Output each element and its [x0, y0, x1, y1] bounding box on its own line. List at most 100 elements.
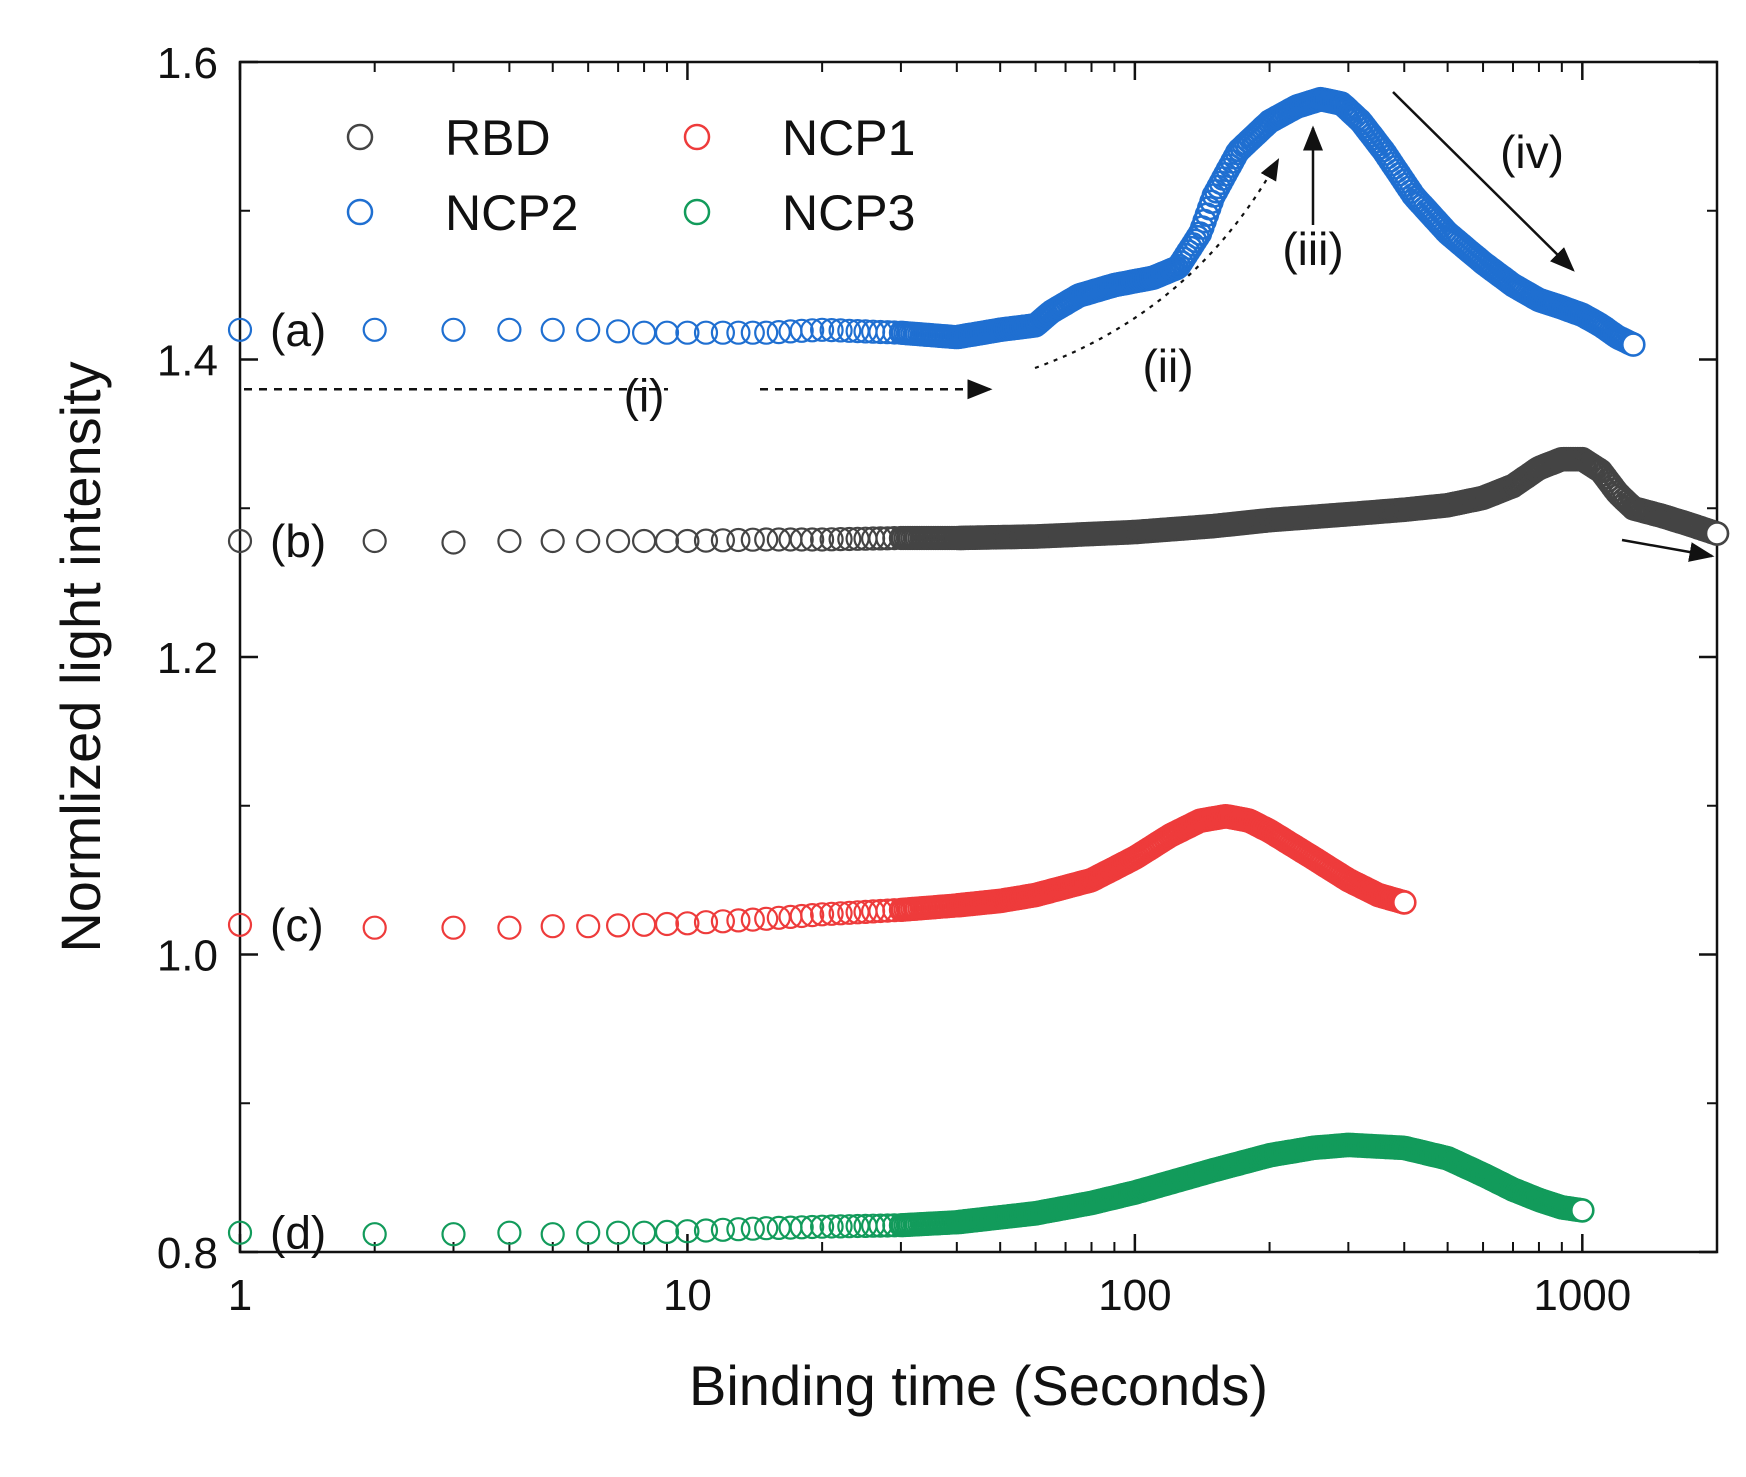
data-point [654, 320, 680, 345]
data-point [819, 318, 844, 343]
data-point [828, 901, 853, 926]
data-point [693, 528, 719, 553]
data-point [605, 1220, 631, 1245]
curve-label-d: (d) [270, 1207, 326, 1259]
data-point [227, 317, 253, 342]
data-point [675, 320, 700, 345]
data-point [710, 320, 736, 345]
data-point [497, 915, 522, 940]
series-ncp3 [227, 1132, 1595, 1247]
data-point [605, 319, 631, 344]
data-point [828, 1214, 853, 1239]
data-point [540, 528, 565, 554]
data-point [693, 1218, 719, 1243]
y-tick-label: 1.4 [157, 337, 218, 386]
data-point [576, 1220, 601, 1245]
y-axis-title: Normlized light intensity [49, 361, 112, 952]
data-point [740, 527, 765, 552]
data-point [693, 320, 719, 345]
data-point [710, 909, 736, 934]
data-point [754, 906, 779, 931]
data-point [819, 901, 844, 926]
y-tick-label: 0.8 [157, 1229, 218, 1278]
data-point [362, 1222, 387, 1247]
data-point [819, 1214, 844, 1239]
series-ncp2 [227, 86, 1646, 357]
x-tick-label: 1000 [1533, 1271, 1631, 1320]
data-point [789, 318, 814, 343]
data-point [1704, 521, 1730, 546]
data-point [809, 902, 835, 927]
data-point [809, 317, 835, 342]
data-point [497, 317, 522, 342]
data-point [540, 1222, 565, 1247]
x-tick-label: 100 [1098, 1271, 1171, 1320]
data-point [789, 903, 814, 929]
data-point [227, 912, 253, 937]
data-point [693, 910, 719, 935]
data-point [1621, 332, 1646, 357]
data-point [631, 320, 657, 345]
data-point [800, 1214, 825, 1240]
data-point [605, 913, 631, 938]
data-point [837, 900, 862, 925]
data-point [740, 1216, 765, 1241]
legend-label: RBD [445, 110, 551, 166]
legend-marker [346, 123, 374, 151]
x-tick-label: 10 [663, 1271, 712, 1320]
annotation-iv: (iv) [1500, 126, 1564, 178]
data-point [828, 526, 853, 552]
data-point [710, 1217, 736, 1242]
plot-layer: 0.8 1.0 1.2 1.4 1.6 1 10 100 1000 Binding time (S… [49, 39, 1730, 1417]
data-point [441, 317, 466, 342]
annotation-arrow-iv [1392, 91, 1575, 272]
data-point [754, 320, 779, 345]
data-point [441, 915, 466, 940]
data-point [576, 317, 601, 342]
data-point [362, 528, 387, 554]
data-point [726, 1217, 751, 1242]
data-point [497, 528, 522, 554]
curve-label-c: (c) [270, 899, 324, 951]
curve-label-a: (a) [270, 304, 326, 356]
data-point [1570, 1198, 1595, 1223]
data-point [837, 1214, 862, 1239]
data-point [809, 527, 835, 552]
data-point [540, 317, 565, 342]
data-point [362, 317, 387, 342]
legend-label: NCP3 [782, 185, 915, 241]
data-point [1183, 228, 1208, 254]
legend-label: NCP1 [782, 110, 915, 166]
x-tick-label: 1 [228, 1271, 252, 1320]
data-point [726, 320, 751, 345]
data-point [710, 528, 736, 553]
data-point [789, 527, 814, 552]
data-point [1392, 890, 1417, 915]
curve-label-b: (b) [270, 515, 326, 567]
legend-marker [346, 198, 374, 226]
data-point [654, 528, 680, 554]
data-point [654, 1219, 680, 1245]
data-point [726, 908, 751, 933]
data-point [800, 902, 825, 928]
annotation-arrow-rbd [1621, 538, 1715, 562]
data-point [837, 526, 862, 552]
data-point [726, 527, 751, 553]
data-point [576, 528, 601, 554]
series-rbd [227, 446, 1730, 555]
y-tick-label: 1.2 [157, 634, 218, 683]
data-point [819, 527, 844, 552]
data-point [441, 530, 466, 555]
legend-marker [683, 198, 711, 226]
data-point [227, 1220, 253, 1245]
data-point [654, 911, 680, 937]
data-point [576, 914, 601, 939]
data-point [740, 320, 765, 345]
annotation-iii: (iii) [1282, 223, 1343, 275]
data-point [675, 528, 700, 554]
data-point [540, 914, 565, 939]
data-point [800, 527, 825, 552]
data-point [605, 528, 631, 554]
data-point [631, 912, 657, 937]
